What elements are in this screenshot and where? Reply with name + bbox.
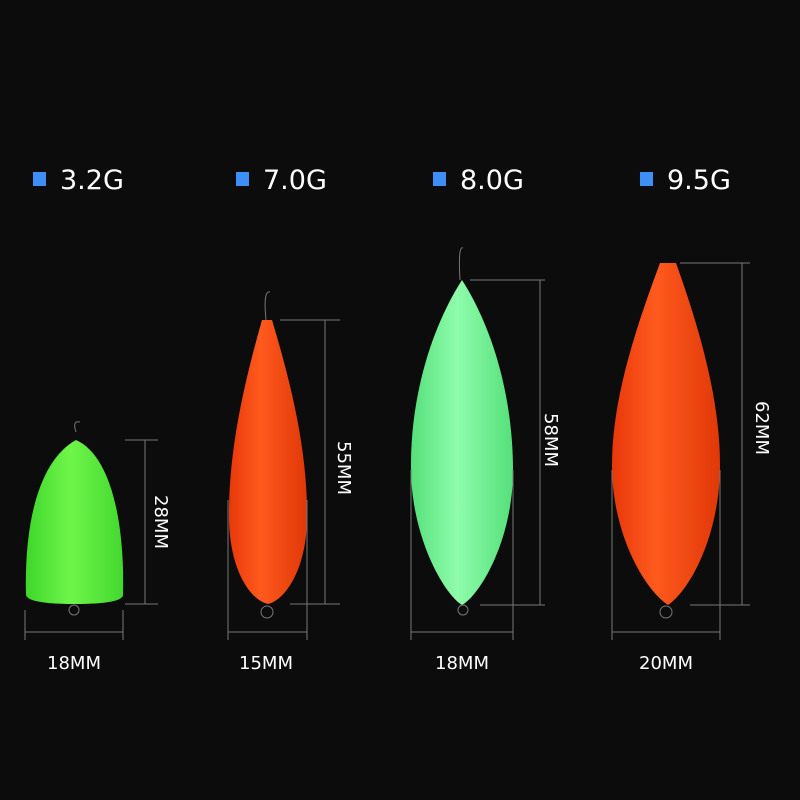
float-1: 28MM 18MM (24, 421, 171, 674)
float-4: 62MM 20MM (611, 262, 772, 674)
float-3: 58MM 18MM (410, 247, 561, 674)
bullet-icon (433, 172, 446, 186)
bullet-icon (236, 172, 249, 186)
height-label: 58MM (540, 413, 561, 467)
height-label: 62MM (751, 401, 772, 455)
weight-text: 3.2G (60, 165, 124, 196)
height-label: 28MM (150, 495, 171, 549)
weight-text: 7.0G (263, 165, 327, 196)
width-label: 15MM (239, 653, 293, 674)
width-label: 18MM (47, 653, 101, 674)
height-label: 55MM (333, 441, 354, 495)
weight-label-1: 3.2G (33, 165, 124, 196)
weight-text: 8.0G (460, 165, 524, 196)
weight-label-4: 9.5G (640, 165, 731, 196)
width-label: 18MM (435, 653, 489, 674)
float-2: 55MM 15MM (227, 291, 354, 674)
bullet-icon (33, 172, 46, 186)
weight-label-2: 7.0G (236, 165, 327, 196)
weight-label-3: 8.0G (433, 165, 524, 196)
width-label: 20MM (639, 653, 693, 674)
bullet-icon (640, 172, 653, 186)
weight-text: 9.5G (667, 165, 731, 196)
